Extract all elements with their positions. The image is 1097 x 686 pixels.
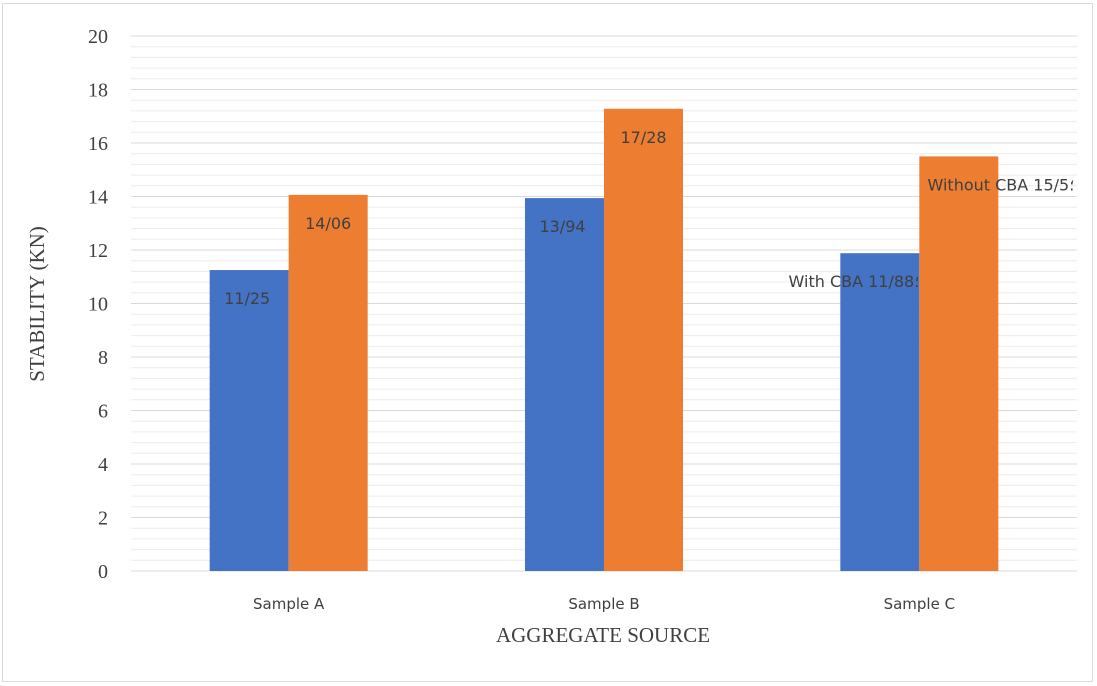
- data-label: With CBA ؛11/88: [789, 272, 920, 291]
- y-tick-label: 14: [88, 187, 108, 209]
- data-label: 13/94: [539, 217, 585, 236]
- y-tick-label: 10: [88, 294, 108, 316]
- x-category-label: Sample C: [884, 595, 955, 613]
- y-tick-label: 0: [98, 561, 108, 583]
- y-axis-title: STABILITY (KN): [25, 226, 49, 382]
- bar: [209, 270, 289, 571]
- y-tick-label: 8: [98, 347, 108, 369]
- x-category-label: Sample A: [253, 595, 325, 613]
- data-label: Without CBA ؛15/5: [928, 175, 1075, 194]
- data-labels-layer: 11/25 14/06 13/94 17/28 With CBA ؛11/88 Witho…: [224, 128, 1074, 308]
- y-tick-label: 6: [98, 401, 108, 423]
- y-tick-labels: 0 2 4 6 8 10 12 14 16 18 20: [88, 26, 108, 583]
- bar: [288, 194, 368, 571]
- bar: [525, 198, 604, 572]
- x-category-labels: Sample A Sample B Sample C: [253, 595, 955, 613]
- x-category-label: Sample B: [568, 595, 639, 613]
- y-tick-label: 18: [88, 80, 108, 102]
- y-tick-label: 20: [88, 26, 108, 48]
- bar: [919, 156, 999, 571]
- y-tick-label: 4: [98, 454, 108, 476]
- x-axis-title: AGGREGATE SOURCE: [496, 623, 710, 647]
- bar: [840, 253, 920, 571]
- bars-layer: [209, 108, 999, 572]
- data-label: 14/06: [305, 214, 351, 233]
- y-tick-label: 16: [88, 133, 108, 155]
- bar: [604, 108, 683, 571]
- data-label: 11/25: [224, 289, 270, 308]
- y-tick-label: 2: [98, 508, 108, 530]
- y-tick-label: 12: [88, 240, 108, 262]
- data-label: 17/28: [620, 128, 666, 147]
